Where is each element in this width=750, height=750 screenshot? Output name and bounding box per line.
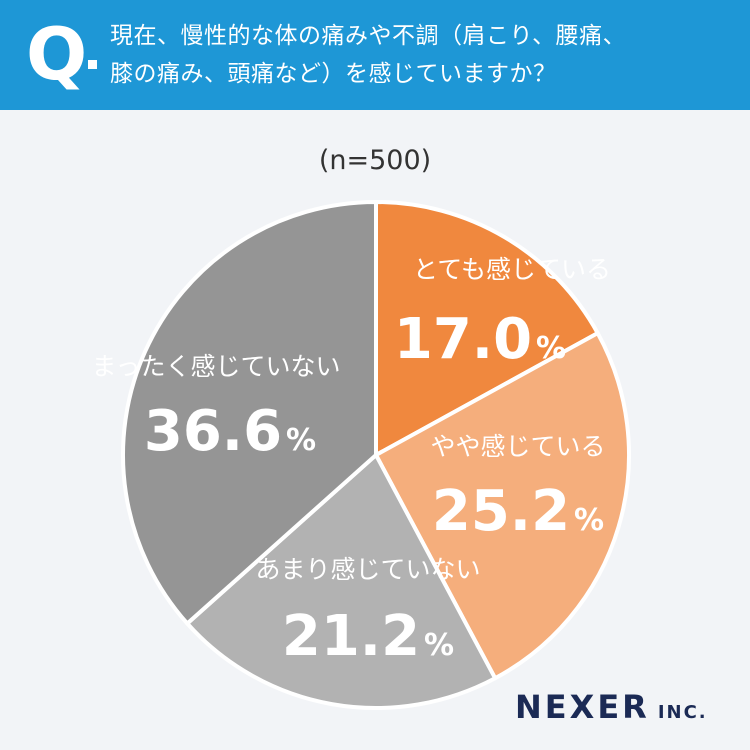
slice-value-1: 17.0% (394, 307, 566, 372)
slice-label-3: あまり感じていない (255, 555, 480, 584)
question-line-2: 膝の痛み、頭痛など）を感じていますか？ (110, 61, 557, 87)
pie-slice-3 (185, 453, 498, 710)
slice-label-1: とても感じている (413, 255, 611, 284)
question-banner: Q 現在、慢性的な体の痛みや不調（肩こり、腰痛、 膝の痛み、頭痛など）を感じてい… (0, 0, 750, 110)
sample-size: (n=500) (318, 145, 432, 176)
q-dot-decoration (88, 60, 97, 69)
slice-value-4: 36.6% (144, 399, 316, 464)
q-mark: Q (26, 12, 88, 96)
slice-value-2: 25.2% (432, 479, 604, 544)
logo-suffix: INC. (657, 702, 708, 723)
slice-label-2: やや感じている (430, 432, 605, 461)
nexer-logo: NEXER INC. (515, 688, 708, 726)
question-line-1: 現在、慢性的な体の痛みや不調（肩こり、腰痛、 (110, 23, 627, 49)
slice-label-4: まったく感じていない (91, 352, 340, 381)
slice-value-3: 21.2% (282, 604, 454, 669)
pie-slice-4 (121, 200, 378, 626)
question-text: 現在、慢性的な体の痛みや不調（肩こり、腰痛、 膝の痛み、頭痛など）を感じています… (110, 17, 730, 93)
pie-slice-1 (374, 200, 600, 457)
pie-slice-2 (374, 331, 631, 681)
logo-name: NEXER (515, 688, 650, 726)
